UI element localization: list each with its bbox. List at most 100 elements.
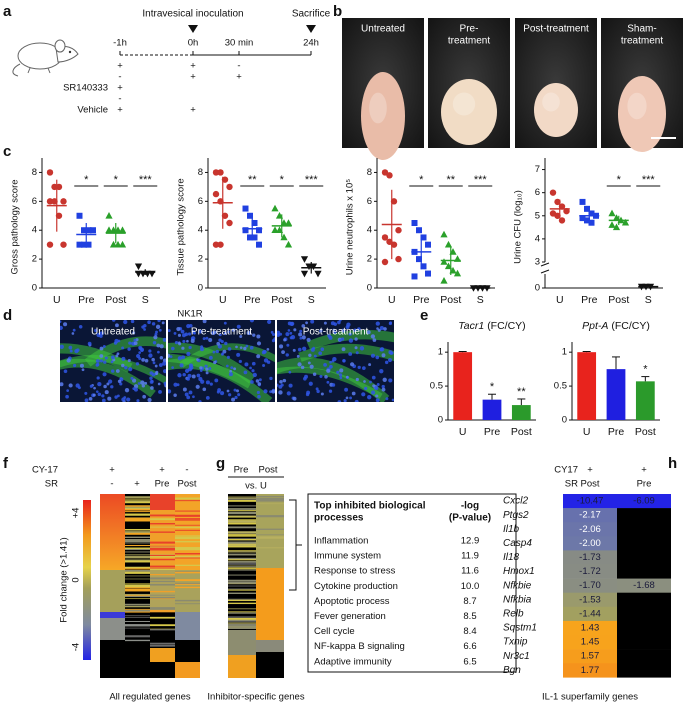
y-tick-label: 1 [438, 347, 443, 358]
nucleus [158, 363, 163, 367]
y-tick-label: 1 [562, 347, 567, 358]
heatmap-cell [228, 508, 256, 510]
y-tick-label: 8 [32, 167, 37, 178]
x-tick-label: U [556, 294, 564, 306]
heatmap-cell [125, 559, 150, 562]
heatmap-cell [125, 605, 150, 608]
nucleus [344, 387, 349, 392]
nucleus [174, 340, 179, 345]
heatmap-cell [228, 516, 256, 518]
significance-label: * [280, 174, 285, 186]
tissue-stain [60, 358, 156, 398]
data-point [300, 270, 309, 278]
nucleus [216, 390, 220, 394]
nucleus [119, 382, 123, 386]
nucleus [375, 394, 379, 398]
heatmap-cell [228, 512, 256, 515]
y-tick-label: 4 [198, 225, 203, 236]
nucleus [60, 325, 63, 331]
x-tick-label: U [459, 426, 467, 438]
nucleus [278, 384, 283, 389]
heatmap-cell [228, 616, 256, 618]
heatmap-value: -1.72 [579, 566, 601, 577]
heatmap-cell [256, 534, 284, 536]
data-point [105, 226, 113, 234]
data-point [300, 256, 309, 263]
heatmap-cell [228, 622, 256, 624]
data-point [55, 212, 63, 219]
heatmap-cell [175, 570, 200, 612]
heatmap-cell [175, 494, 200, 570]
heatmap-value: -6.09 [633, 496, 655, 507]
nucleus [155, 370, 159, 374]
nucleus [290, 321, 295, 326]
data-point [212, 169, 220, 176]
data-point [390, 241, 398, 248]
panel-caption: IL-1 superfamily genes [542, 692, 638, 703]
data-point [118, 226, 127, 234]
y-tick-label: 7 [535, 164, 540, 175]
nucleus [126, 397, 131, 402]
column-mark: - [185, 465, 188, 476]
heatmap-value: 1.77 [581, 665, 600, 676]
nucleus [363, 386, 368, 391]
nucleus [199, 366, 203, 370]
data-point [284, 240, 293, 248]
nucleus [306, 337, 311, 343]
column-mark: Pre [155, 479, 170, 490]
nucleus [148, 353, 153, 358]
data-point [51, 198, 58, 205]
heatmap-cell [175, 586, 200, 589]
nucleus [114, 395, 118, 399]
heatmap-cell [175, 557, 200, 559]
heatmap-cell [175, 516, 200, 517]
heatmap-cell [228, 569, 256, 571]
column-mark: - [110, 479, 113, 490]
nucleus [239, 346, 243, 350]
nucleus [95, 390, 99, 393]
table-cell: 8.7 [463, 596, 476, 607]
data-point [212, 190, 220, 198]
heatmap-cell [256, 547, 284, 549]
heatmap-cell [228, 541, 256, 544]
table-cell: 6.5 [463, 656, 476, 667]
heatmap-cell [228, 498, 256, 501]
nucleus [115, 323, 119, 328]
nucleus [375, 355, 380, 360]
heatmap-cell [150, 514, 175, 517]
nucleus [137, 382, 141, 385]
nucleus [141, 358, 145, 362]
nucleus [84, 391, 88, 395]
heatmap-cell [175, 497, 200, 500]
column-mark: + [134, 479, 140, 490]
y-axis-label: Urine neutrophils x 10⁵ [345, 179, 356, 275]
nucleus [263, 389, 268, 394]
nucleus [282, 378, 287, 383]
heatmap-cell [228, 522, 256, 525]
nucleus [71, 332, 75, 335]
data-point [46, 241, 54, 248]
table-cell: Adaptive immunity [314, 656, 392, 667]
heatmap-cell [125, 554, 150, 556]
image-label: Untreated [91, 327, 135, 338]
data-point [85, 241, 92, 248]
heatmap-value: 1.43 [581, 622, 600, 633]
nucleus [312, 372, 317, 376]
nucleus [319, 374, 323, 378]
heatmap-cell [563, 606, 617, 622]
nucleus [375, 321, 380, 326]
nucleus [257, 394, 261, 399]
nucleus [244, 362, 249, 367]
nucleus [155, 324, 161, 329]
time-label: 0h [188, 38, 199, 49]
nucleus [216, 341, 221, 346]
nucleus [323, 362, 327, 367]
nucleus [208, 355, 213, 360]
heatmap-cell [150, 526, 175, 528]
nucleus [177, 333, 182, 337]
nucleus [161, 321, 165, 325]
nucleus [226, 355, 230, 359]
y-tick-label: 0 [438, 415, 443, 426]
heatmap-cell [228, 589, 256, 591]
heatmap-cell [175, 526, 200, 529]
